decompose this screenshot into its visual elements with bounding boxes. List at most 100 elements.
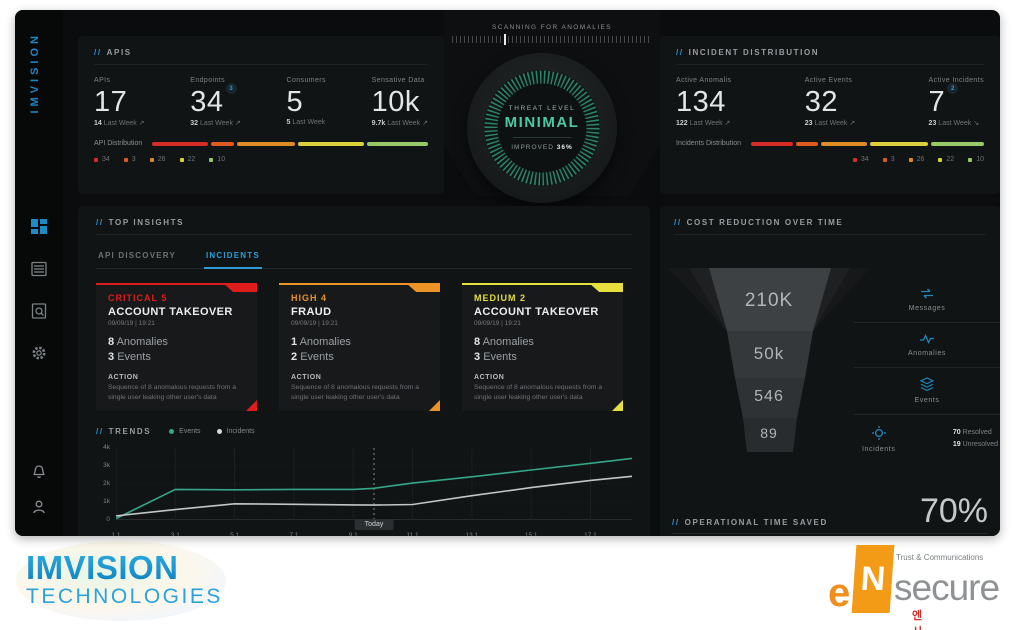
incidents-panel-title: // INCIDENT DISTRIBUTION [676,48,984,57]
x-tick: 3.1 [170,532,180,536]
y-tick: 2k [103,480,110,487]
action-label: ACTION [108,373,139,381]
report-search-icon[interactable] [30,302,48,320]
threat-level-value: MINIMAL [504,114,580,131]
distribution-segment [367,141,428,146]
distribution-segment [795,141,819,146]
stat-label: Endpoints [190,77,225,84]
user-icon[interactable] [31,499,47,520]
insights-panel-title: // TOP INSIGHTS [96,218,632,227]
legend-item: 34 [94,156,110,163]
cost-title-text: COST REDUCTION OVER TIME [686,218,844,227]
stage-label: Anomalies [907,350,947,357]
distribution-label: API Distribution [94,140,143,148]
stat-value: 10k [371,86,420,118]
funnel-shape [668,268,870,452]
card-corner [406,283,440,292]
stat-sensitive-data: Sensative Data 10k 9.7k Last Week ↗ [372,77,428,127]
stat-value: 5 [286,86,304,118]
ensecure-secure: secure [894,567,1000,608]
gear-icon[interactable] [30,344,48,362]
card-title: FRAUD [291,306,332,318]
imvision-wordmark: IMVISION [26,549,223,587]
divider [674,234,986,235]
stage-label: Messages [908,305,946,312]
technologies-wordmark: TECHNOLOGIES [26,585,223,608]
legend-item: 10 [968,156,984,163]
action-label: ACTION [291,373,322,381]
card-counts: 1 Anomalies 2 Events [291,336,351,363]
legend-item: 26 [149,156,166,163]
divider [94,64,428,65]
dashboard: SCANNING FOR ANOMALIES IMVISION [15,10,1000,536]
distribution-segment [750,141,793,146]
distribution-bar [750,141,984,146]
ensecure-korean: 엔시큐어(주) [912,610,924,630]
count-badge: 3 [225,83,237,94]
trend-up-icon: ↗ [849,120,856,128]
threat-level-label: THREAT LEVEL [508,105,576,112]
distribution-segment [152,141,208,146]
tab-incidents[interactable]: INCIDENTS [203,245,262,269]
stat-value: 134 [676,86,726,118]
x-tick: 9.1 [348,532,358,536]
y-axis-labels: 0 1k 2k 3k 4k [96,444,116,523]
divider [676,64,984,65]
trends-title: // TRENDS [96,427,151,436]
action-label: ACTION [474,373,505,381]
today-marker: Today [354,519,394,530]
apis-panel: // APIS APIs 17 14 Last Week ↗ Endpoints … [78,36,444,194]
anomaly-scanner: SCANNING FOR ANOMALIES [452,24,652,45]
stage-anomalies: Anomalies [854,323,1000,368]
funnel-stage-list: Messages Anomalies Events Incidents [854,278,1000,463]
incidents-icon [871,426,886,440]
dashboard-icon[interactable] [30,218,48,236]
stat-consumers: Consumers 5 5 Last Week [287,77,326,127]
stat-label: Active Events [804,77,853,84]
stat-sub: 122 Last Week ↗ [676,120,731,128]
divider [96,234,632,235]
resolved-line: 70 Resolved [952,429,992,437]
legend-events: Events [169,428,201,435]
stat-label: Sensative Data [371,77,425,84]
card-timestamp: 09/09/19 | 19:21 [108,320,155,327]
sidebar-bottom [15,464,63,520]
card-counts: 8 Anomalies 3 Events [474,336,534,363]
slashes: // [96,218,104,227]
bell-icon[interactable] [31,464,47,485]
stat-apis: APIs 17 14 Last Week ↗ [94,77,145,127]
trend-up-icon: ↗ [422,120,428,128]
stat-active-anomalies: Active Anomalis 134 122 Last Week ↗ [676,77,731,127]
trend-up-icon: ↗ [234,120,241,128]
severity-label: CRITICAL 5 [108,293,168,303]
trend-up-icon: ↗ [138,120,145,128]
divider [513,137,571,138]
stat-value: 34 [190,86,224,118]
x-tick: 7.1 [289,532,299,536]
servers-icon[interactable] [30,260,48,278]
incidents-resolution: 70 Resolved 19 Unresolved [953,427,998,451]
x-tick: 13.1 [465,532,479,536]
gauge-ring [484,70,600,186]
incidents-stage-left: Incidents [862,425,895,453]
slashes: // [674,218,682,227]
distribution-bar [152,141,428,146]
insight-card-critical[interactable]: CRITICAL 5 ACCOUNT TAKEOVER 09/09/19 | 1… [96,283,257,411]
severity-label: MEDIUM 2 [474,293,527,303]
stage-events: Events [854,368,1000,415]
stat-value: 32 [804,86,838,118]
legend-dot-icon [94,157,98,162]
x-tick: 15.1 [524,532,538,536]
tab-api-discovery[interactable]: API DISCOVERY [98,251,176,260]
insight-card-high[interactable]: HIGH 4 FRAUD 09/09/19 | 19:21 1 Anomalie… [279,283,440,411]
slashes: // [676,48,684,57]
card-title: ACCOUNT TAKEOVER [108,306,233,318]
y-tick: 0 [106,516,110,523]
api-distribution: API Distribution [94,140,428,147]
funnel-value-incidents: 89 [760,425,778,441]
trends-legend: Events Incidents [169,428,255,435]
slashes: // [94,48,102,57]
insight-card-medium[interactable]: MEDIUM 2 ACCOUNT TAKEOVER 09/09/19 | 19:… [462,283,623,411]
